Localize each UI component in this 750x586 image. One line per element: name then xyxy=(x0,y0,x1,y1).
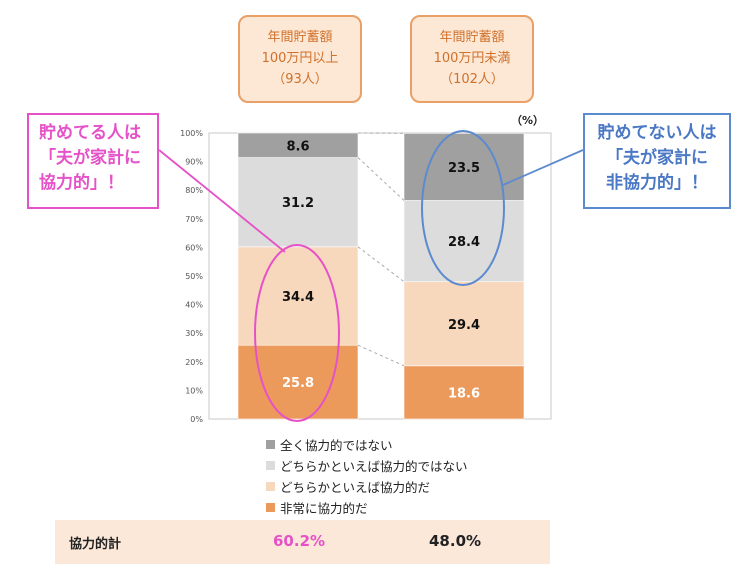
group-label-line2: 100万円以上 xyxy=(261,51,339,66)
y-tick-label: 100% xyxy=(180,129,203,138)
y-tick-label: 50% xyxy=(185,272,203,281)
legend-label: どちらかといえば協力的ではない xyxy=(280,459,468,474)
legend-item: どちらかといえば協力的だ xyxy=(266,476,468,497)
data-label: 25.8 xyxy=(282,376,314,391)
legend-label: 全く協力的ではない xyxy=(280,438,393,453)
data-label: 31.2 xyxy=(282,196,314,211)
callout-line2: 「夫が家計に xyxy=(606,148,708,168)
callout-line3: 非協力的」！ xyxy=(606,173,708,193)
callout-pointer-blue xyxy=(502,149,584,186)
group-label-line2: 100万円未満 xyxy=(433,51,511,66)
callout-line1: 貯めてない人は xyxy=(597,123,717,143)
legend-swatch xyxy=(266,440,275,449)
totals-value-high-savings: 60.2% xyxy=(273,532,326,550)
callout-line3: 協力的」！ xyxy=(39,173,124,193)
legend-item: 非常に協力的だ xyxy=(266,497,468,518)
bar-segment xyxy=(403,365,525,420)
bar-segment xyxy=(403,281,525,367)
totals-value-low-savings: 48.0% xyxy=(429,532,482,550)
y-tick-label: 0% xyxy=(190,415,203,424)
y-tick-label: 30% xyxy=(185,329,203,338)
totals-row: 協力的計 60.2% 48.0% xyxy=(55,520,550,564)
legend-swatch xyxy=(266,482,275,491)
group-label-line3: （102人） xyxy=(440,72,504,87)
callout-non-savers: 貯めてない人は 「夫が家計に 非協力的」！ xyxy=(583,113,731,209)
legend-label: どちらかといえば協力的だ xyxy=(280,480,431,495)
legend-swatch xyxy=(266,503,275,512)
callout-line1: 貯めてる人は xyxy=(39,123,141,143)
group-label-line1: 年間貯蓄額 xyxy=(267,30,333,45)
group-label-high-savings: 年間貯蓄額 100万円以上 （93人） xyxy=(238,15,362,103)
data-label: 18.6 xyxy=(448,386,480,401)
y-tick-label: 60% xyxy=(185,243,203,252)
highlight-ellipse-non-cooperative xyxy=(421,130,505,286)
unit-label: （%） xyxy=(511,114,544,127)
data-label: 34.4 xyxy=(282,290,314,305)
chart-legend: 全く協力的ではない どちらかといえば協力的ではない どちらかといえば協力的だ 非… xyxy=(266,434,468,518)
callout-savers: 貯めてる人は 「夫が家計に 協力的」！ xyxy=(27,113,159,209)
connector-line xyxy=(357,157,405,201)
callout-line2: 「夫が家計に xyxy=(39,148,141,168)
data-label: 29.4 xyxy=(448,318,480,333)
y-tick-label: 20% xyxy=(185,358,203,367)
legend-swatch xyxy=(266,461,275,470)
legend-item: 全く協力的ではない xyxy=(266,434,468,455)
y-tick-label: 40% xyxy=(185,301,203,310)
legend-item: どちらかといえば協力的ではない xyxy=(266,455,468,476)
data-label: 8.6 xyxy=(286,139,309,154)
group-label-line3: （93人） xyxy=(272,72,328,87)
group-label-low-savings: 年間貯蓄額 100万円未満 （102人） xyxy=(410,15,534,103)
connector-line xyxy=(357,246,405,283)
data-label: 23.5 xyxy=(448,161,480,176)
data-label: 28.4 xyxy=(448,235,480,250)
legend-label: 非常に協力的だ xyxy=(280,501,368,516)
y-tick-label: 70% xyxy=(185,215,203,224)
bar-segment xyxy=(237,132,359,158)
totals-label: 協力的計 xyxy=(69,537,122,552)
group-label-line1: 年間貯蓄額 xyxy=(439,30,505,45)
y-tick-label: 80% xyxy=(185,186,203,195)
highlight-ellipse-cooperative xyxy=(254,244,340,422)
bar-segment xyxy=(237,157,359,248)
y-tick-label: 10% xyxy=(185,386,203,395)
callout-pointer-pink xyxy=(158,149,286,253)
connector-line xyxy=(357,344,405,367)
y-tick-label: 90% xyxy=(185,158,203,167)
